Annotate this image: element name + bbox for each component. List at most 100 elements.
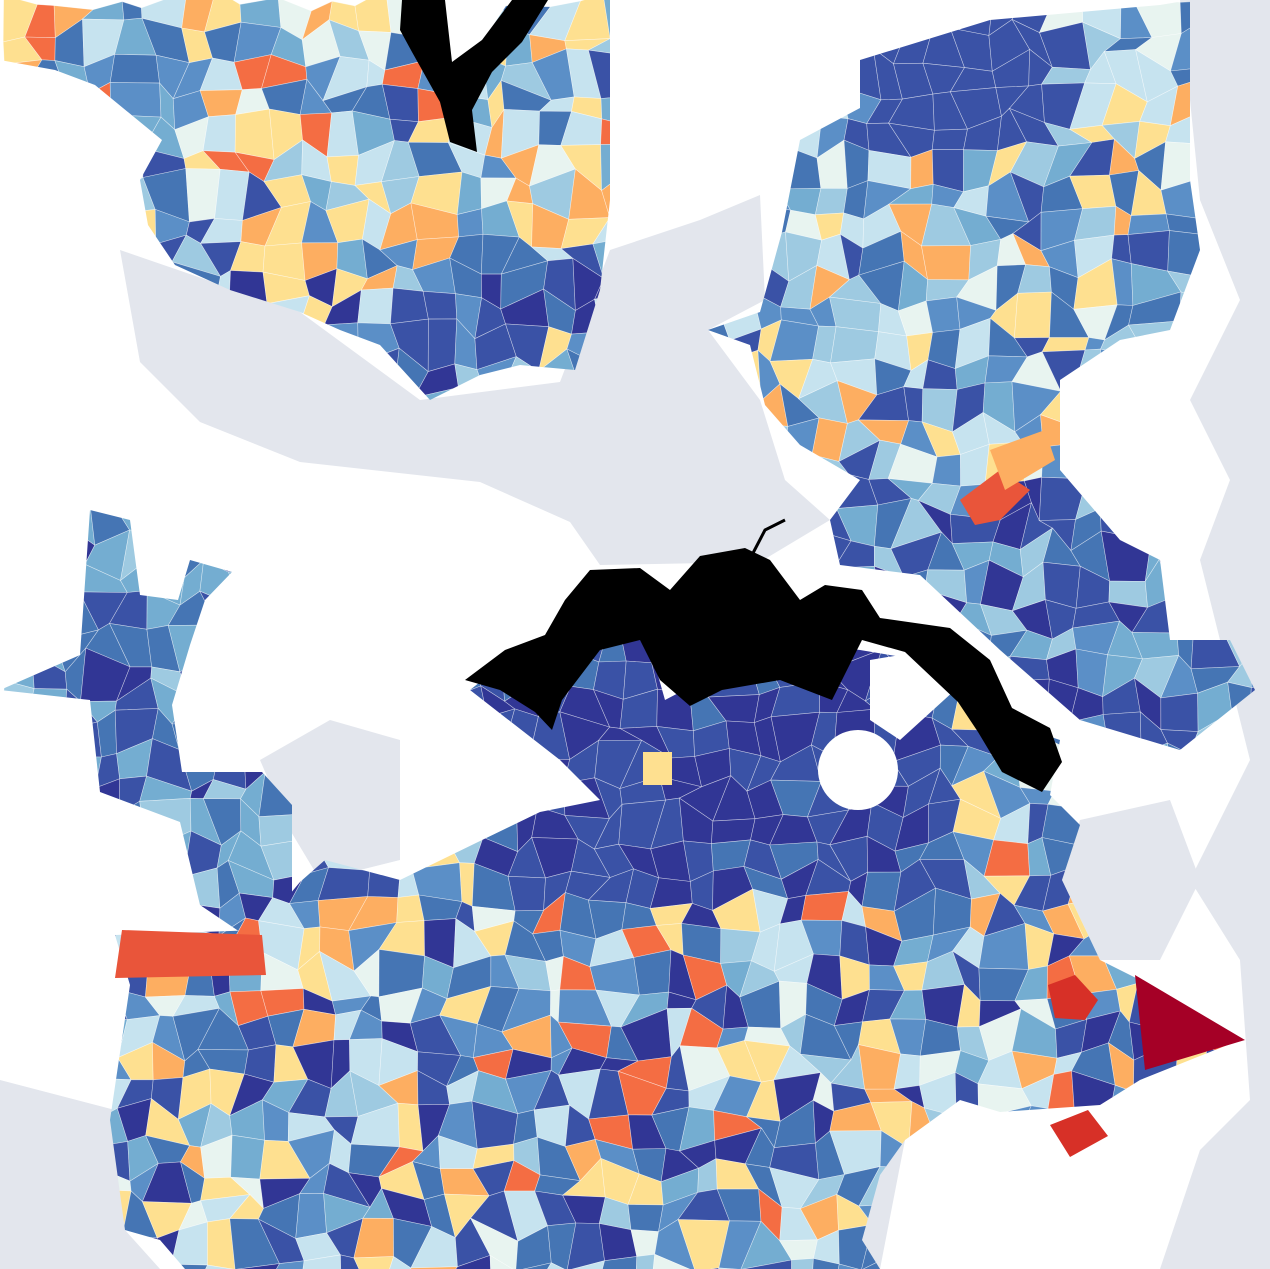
region bbox=[508, 527, 537, 580]
region bbox=[230, 1134, 265, 1180]
region bbox=[1164, 510, 1193, 515]
region bbox=[1134, 387, 1181, 419]
region bbox=[78, 928, 118, 965]
region bbox=[1, 680, 35, 725]
region bbox=[85, 200, 125, 242]
region bbox=[1200, 783, 1235, 805]
region bbox=[1159, 1105, 1207, 1148]
region bbox=[1076, 1224, 1116, 1269]
region bbox=[61, 352, 95, 400]
region bbox=[139, 797, 192, 852]
region bbox=[718, 1220, 762, 1269]
region bbox=[469, 1217, 519, 1269]
region bbox=[440, 528, 487, 576]
region bbox=[440, 1254, 492, 1269]
region bbox=[1055, 1224, 1089, 1269]
region bbox=[1200, 1075, 1236, 1122]
region bbox=[1, 171, 21, 205]
region bbox=[263, 589, 311, 637]
region bbox=[58, 295, 98, 338]
region bbox=[727, 21, 758, 71]
region bbox=[238, 510, 278, 552]
region bbox=[531, 1262, 573, 1269]
region bbox=[1099, 510, 1150, 514]
region bbox=[1012, 1193, 1057, 1239]
region bbox=[0, 326, 29, 358]
region bbox=[64, 90, 93, 125]
region bbox=[1158, 558, 1203, 599]
region bbox=[179, 656, 216, 699]
region bbox=[564, 0, 610, 42]
region bbox=[978, 1254, 1018, 1269]
region bbox=[320, 570, 371, 603]
region bbox=[89, 510, 119, 511]
region bbox=[78, 960, 116, 990]
region bbox=[50, 200, 93, 242]
region bbox=[33, 528, 72, 571]
region bbox=[440, 572, 487, 604]
region bbox=[643, 752, 672, 785]
region bbox=[1102, 711, 1142, 750]
region bbox=[1041, 337, 1090, 353]
region bbox=[773, 23, 820, 68]
region bbox=[93, 813, 122, 832]
region bbox=[420, 510, 456, 539]
region bbox=[1177, 438, 1200, 487]
region bbox=[262, 510, 312, 552]
region bbox=[151, 510, 192, 533]
region bbox=[1076, 378, 1121, 432]
region bbox=[357, 287, 394, 325]
region bbox=[268, 633, 303, 658]
region bbox=[1111, 1189, 1132, 1243]
region bbox=[23, 746, 63, 784]
region bbox=[1160, 692, 1199, 732]
region bbox=[29, 895, 66, 942]
region bbox=[713, 80, 763, 128]
region bbox=[0, 954, 27, 984]
region bbox=[650, 1253, 696, 1269]
region bbox=[478, 572, 522, 595]
region bbox=[34, 397, 71, 400]
region bbox=[1136, 742, 1171, 788]
region bbox=[1200, 1046, 1236, 1089]
region bbox=[508, 572, 547, 597]
region bbox=[228, 620, 275, 657]
region bbox=[20, 799, 71, 847]
region bbox=[978, 1105, 1032, 1150]
region bbox=[52, 980, 103, 1031]
region bbox=[19, 1016, 68, 1045]
region bbox=[1179, 291, 1210, 336]
region bbox=[600, 95, 610, 124]
river bbox=[465, 548, 1062, 792]
region bbox=[1189, 754, 1241, 785]
region bbox=[0, 1040, 22, 1086]
region bbox=[48, 866, 98, 909]
region bbox=[708, 110, 723, 159]
region bbox=[157, 418, 182, 458]
region bbox=[1011, 1237, 1062, 1269]
region bbox=[410, 807, 459, 842]
region bbox=[1129, 1204, 1183, 1224]
region bbox=[0, 773, 25, 812]
region bbox=[52, 963, 82, 983]
region bbox=[1045, 1189, 1089, 1239]
region bbox=[773, 52, 815, 102]
region bbox=[0, 246, 30, 280]
region bbox=[31, 620, 66, 673]
region bbox=[0, 510, 26, 512]
region bbox=[1075, 1189, 1116, 1242]
region bbox=[170, 1263, 208, 1269]
region bbox=[1104, 451, 1153, 488]
region bbox=[31, 652, 68, 690]
region bbox=[1196, 261, 1224, 309]
region bbox=[811, 1258, 840, 1269]
region bbox=[708, 0, 729, 37]
region bbox=[528, 779, 566, 816]
region bbox=[23, 510, 73, 545]
region bbox=[20, 969, 62, 982]
region bbox=[0, 277, 26, 308]
region bbox=[1158, 528, 1204, 569]
region bbox=[300, 627, 336, 670]
region bbox=[1099, 1253, 1145, 1269]
region bbox=[88, 415, 116, 455]
